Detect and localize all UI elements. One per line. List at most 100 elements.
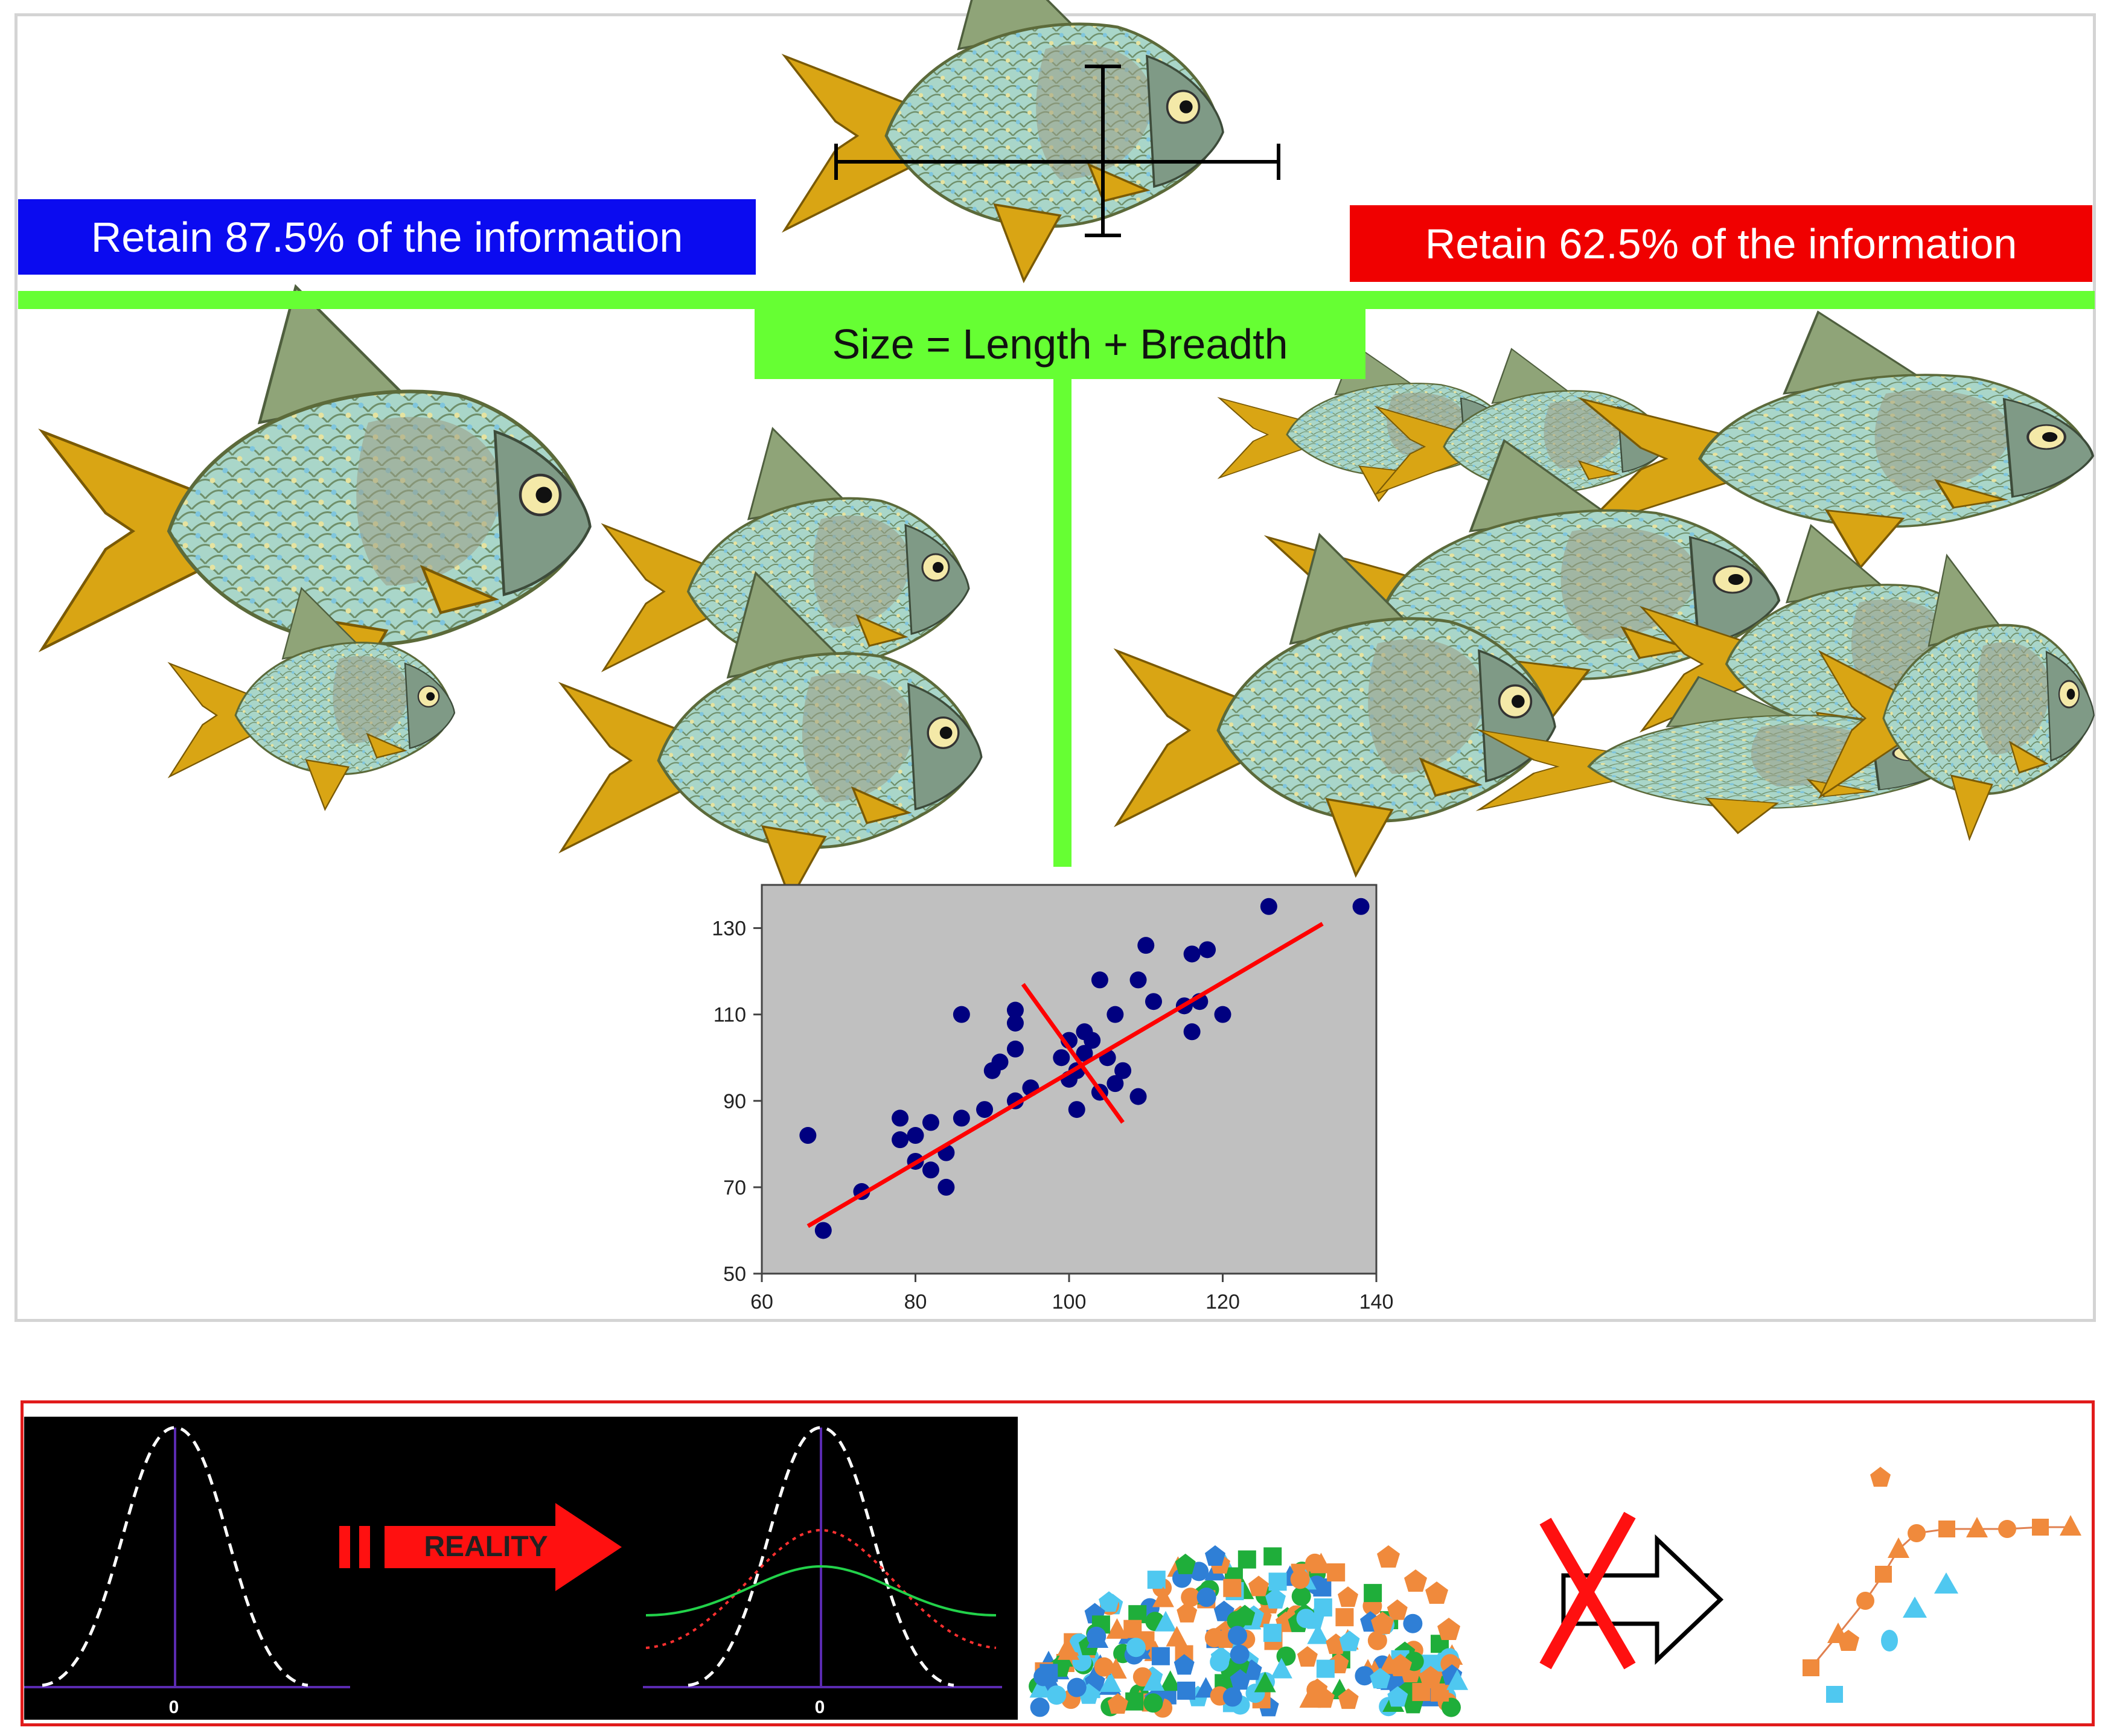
scatter-point bbox=[1199, 941, 1216, 959]
y-tick-label: 70 bbox=[723, 1176, 746, 1199]
heap-shape bbox=[1196, 1588, 1216, 1607]
scatter-point bbox=[1183, 1023, 1201, 1041]
heap-shape bbox=[1389, 1654, 1412, 1676]
heap-shape bbox=[1419, 1666, 1442, 1688]
scatter-point bbox=[922, 1114, 939, 1131]
scatter-point bbox=[907, 1127, 924, 1144]
heap-shape bbox=[1204, 1628, 1224, 1648]
heap-shape bbox=[1299, 1687, 1321, 1708]
heap-shape bbox=[1263, 1547, 1282, 1566]
scatter-point bbox=[892, 1131, 909, 1149]
heap-shape bbox=[1204, 1545, 1225, 1566]
heap-shape bbox=[1033, 1667, 1053, 1687]
heap-shape bbox=[1125, 1692, 1144, 1711]
right-school bbox=[1117, 312, 2095, 875]
heap-shape bbox=[1099, 1671, 1122, 1693]
heap-shape bbox=[1234, 1604, 1256, 1626]
heap-shape bbox=[1094, 1657, 1114, 1677]
axis-zero-left: 0 bbox=[169, 1697, 179, 1717]
retain-left-banner: Retain 87.5% of the information bbox=[18, 199, 756, 275]
heap-shape bbox=[1123, 1620, 1142, 1638]
scatter-point bbox=[1006, 1001, 1024, 1019]
heap-shape bbox=[1087, 1626, 1107, 1646]
reality-arrow-icon: REALITY bbox=[339, 1503, 622, 1591]
heap-shape bbox=[1030, 1697, 1050, 1717]
heap-shape bbox=[1370, 1668, 1391, 1689]
scatter-point bbox=[1006, 1014, 1024, 1032]
heap-shape bbox=[1147, 1571, 1166, 1589]
heap-shape bbox=[1143, 1693, 1163, 1713]
ordered-shape bbox=[1875, 1566, 1892, 1583]
fit-line bbox=[806, 922, 1324, 1228]
scatter-point bbox=[892, 1109, 909, 1127]
x-tick-label: 140 bbox=[1359, 1291, 1394, 1313]
heap-shape bbox=[1126, 1638, 1146, 1658]
heap-shape bbox=[1314, 1598, 1332, 1617]
ordered-shape bbox=[1966, 1517, 1988, 1537]
heap-shape bbox=[1230, 1669, 1251, 1690]
heap-shape bbox=[1335, 1608, 1354, 1627]
heap-shape bbox=[1290, 1569, 1310, 1589]
heap-shape bbox=[1166, 1626, 1188, 1647]
heap-shape bbox=[1099, 1591, 1120, 1612]
heap-shape bbox=[1337, 1586, 1358, 1607]
reference-fish-icon bbox=[785, 0, 1223, 281]
heap-shape bbox=[1307, 1623, 1329, 1644]
divider-stem bbox=[1053, 379, 1071, 867]
perpendicular-line bbox=[1021, 983, 1125, 1124]
ordered-shape bbox=[1826, 1686, 1843, 1703]
heap-shape bbox=[1387, 1686, 1408, 1707]
size-formula-label: Size = Length + Breadth bbox=[755, 309, 1365, 379]
heap-shape bbox=[1152, 1586, 1174, 1607]
heap-shape bbox=[1047, 1685, 1067, 1705]
heap-shape bbox=[1307, 1575, 1327, 1595]
heap-shape bbox=[1338, 1688, 1359, 1709]
heap-shape bbox=[1106, 1618, 1128, 1639]
heap-shape bbox=[1268, 1572, 1287, 1591]
heap-shape bbox=[1377, 1545, 1400, 1568]
ordered-shape bbox=[1881, 1630, 1898, 1651]
reality-label: REALITY bbox=[424, 1531, 548, 1563]
scatter-point bbox=[1145, 993, 1162, 1010]
scatter-point bbox=[1183, 945, 1201, 963]
measure-cross-icon bbox=[834, 65, 1280, 237]
heap-shape bbox=[1387, 1599, 1408, 1620]
x-tick-label: 100 bbox=[1052, 1291, 1087, 1313]
heap-shape bbox=[1339, 1630, 1360, 1651]
scatter-point bbox=[799, 1127, 817, 1144]
x-tick-label: 80 bbox=[904, 1291, 927, 1313]
y-tick-label: 130 bbox=[712, 917, 746, 940]
scatter-point bbox=[1006, 1040, 1024, 1058]
heap-shape bbox=[1210, 1652, 1230, 1672]
heap-shape bbox=[1254, 1671, 1276, 1693]
scatter-point bbox=[1137, 937, 1155, 954]
y-tick-label: 50 bbox=[723, 1263, 746, 1286]
scatter-point bbox=[1084, 1032, 1101, 1049]
scatter-point bbox=[1091, 971, 1108, 989]
distribution-panel: 0 REALITY 0 bbox=[24, 1417, 1018, 1720]
retain-right-banner: Retain 62.5% of the information bbox=[1350, 205, 2092, 282]
bottom-panel bbox=[21, 1400, 2095, 1726]
heap-shape bbox=[1067, 1677, 1087, 1697]
heap-shape bbox=[1296, 1609, 1316, 1629]
scatter-point bbox=[1114, 1062, 1132, 1079]
heap-shape bbox=[1181, 1588, 1201, 1607]
reality-curve-green bbox=[645, 1565, 997, 1616]
heap-shape bbox=[1230, 1644, 1250, 1664]
ordered-shape bbox=[1908, 1524, 1926, 1542]
heap-shape bbox=[1437, 1618, 1460, 1640]
heap-shape bbox=[1310, 1553, 1332, 1574]
heap-shape bbox=[1057, 1639, 1079, 1660]
gaussian-curve bbox=[42, 1426, 308, 1687]
scatter-point bbox=[1260, 898, 1277, 915]
scatter-point bbox=[1068, 1101, 1085, 1119]
ordered-shape bbox=[1938, 1521, 1955, 1537]
heap-shape bbox=[1029, 1677, 1052, 1698]
heap-shape bbox=[1446, 1669, 1469, 1690]
scatter-point bbox=[922, 1161, 939, 1179]
scatter-point bbox=[991, 1053, 1009, 1071]
heap-shape bbox=[1175, 1553, 1196, 1574]
axis-zero-right: 0 bbox=[815, 1697, 825, 1717]
heap-shape bbox=[1314, 1687, 1335, 1708]
